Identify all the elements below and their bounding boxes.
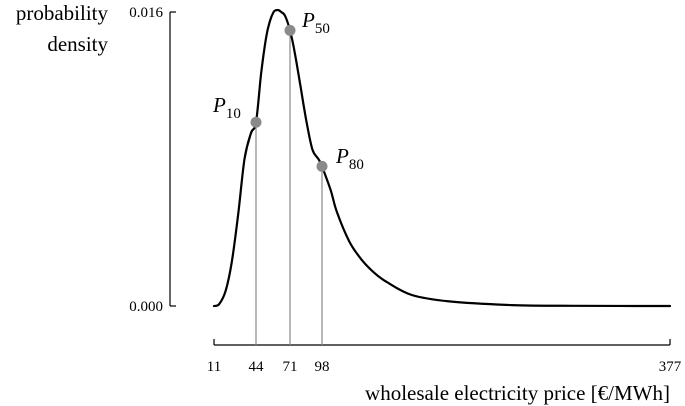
p50-label: P50 <box>301 8 330 37</box>
p50-label-letter: P <box>301 8 315 32</box>
p50-marker <box>284 24 296 36</box>
x-tick-label-71: 71 <box>283 359 298 375</box>
p80-label-sub: 80 <box>349 157 364 173</box>
p80-marker <box>316 160 328 172</box>
p10-label-sub: 10 <box>226 106 241 122</box>
p10-label-letter: P <box>212 93 226 117</box>
p10-label: P10 <box>212 93 241 122</box>
y-axis-label-line-1: probability <box>16 1 109 25</box>
y-tick-label-max: 0.016 <box>129 5 163 21</box>
p80-label: P80 <box>335 144 364 173</box>
x-tick-label-377: 377 <box>659 359 682 375</box>
x-tick-label-11: 11 <box>207 359 221 375</box>
p80-label-letter: P <box>335 144 349 168</box>
x-tick-label-98: 98 <box>315 359 330 375</box>
density-curve <box>212 8 672 308</box>
p10-marker <box>250 116 262 128</box>
x-tick-label-44: 44 <box>249 359 265 375</box>
x-axis-label: wholesale electricity price [€/MWh] <box>365 381 670 405</box>
y-tick-label-min: 0.000 <box>129 299 163 315</box>
p50-label-sub: 50 <box>315 21 330 37</box>
y-axis-label-line-2: density <box>47 32 108 56</box>
